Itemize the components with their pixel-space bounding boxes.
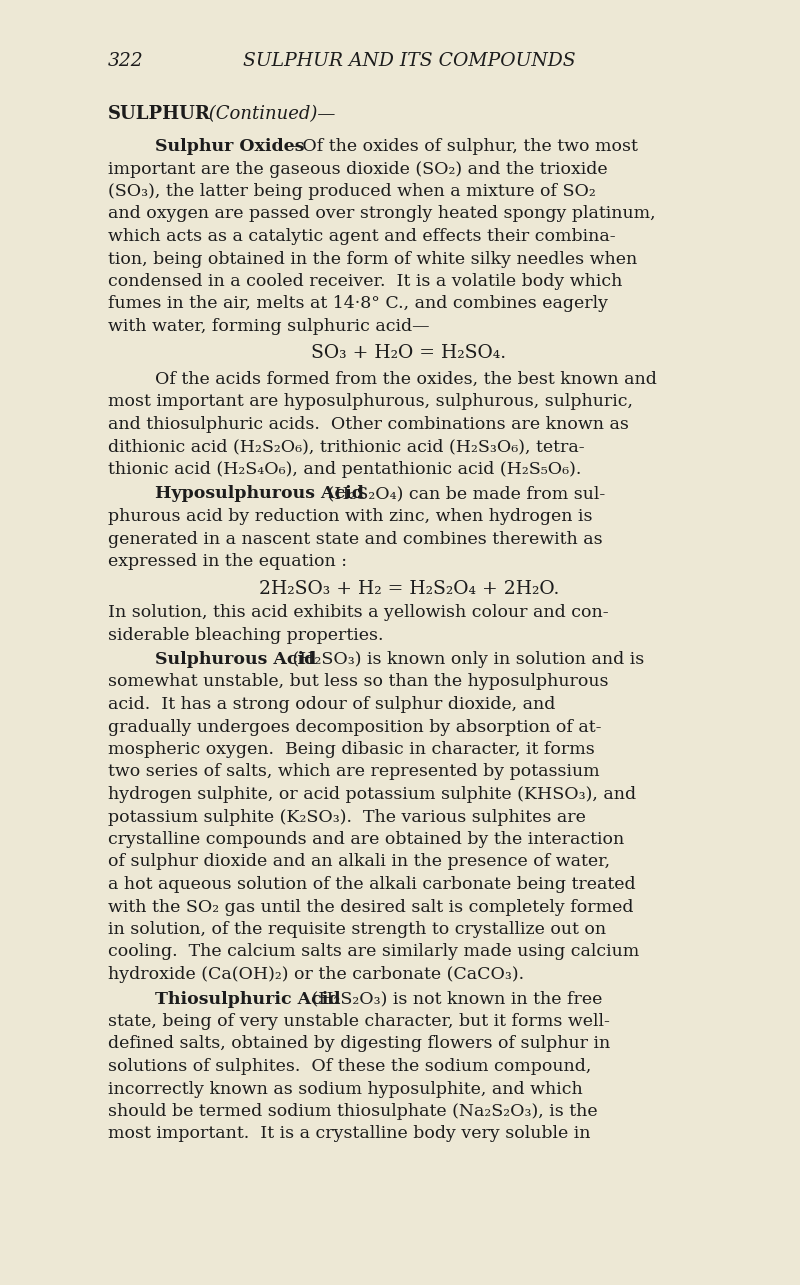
Text: with the SO₂ gas until the desired salt is completely formed: with the SO₂ gas until the desired salt … xyxy=(108,898,634,915)
Text: 322: 322 xyxy=(108,51,144,69)
Text: Hyposulphurous Acid: Hyposulphurous Acid xyxy=(155,486,364,502)
Text: Of the acids formed from the oxides, the best known and: Of the acids formed from the oxides, the… xyxy=(155,371,657,388)
Text: potassium sulphite (K₂SO₃).  The various sulphites are: potassium sulphite (K₂SO₃). The various … xyxy=(108,808,586,825)
Text: gradually undergoes decomposition by absorption of at-: gradually undergoes decomposition by abs… xyxy=(108,718,602,735)
Text: and oxygen are passed over strongly heated spongy platinum,: and oxygen are passed over strongly heat… xyxy=(108,206,656,222)
Text: SO₃ + H₂O = H₂SO₄.: SO₃ + H₂O = H₂SO₄. xyxy=(311,344,506,362)
Text: in solution, of the requisite strength to crystallize out on: in solution, of the requisite strength t… xyxy=(108,921,606,938)
Text: of sulphur dioxide and an alkali in the presence of water,: of sulphur dioxide and an alkali in the … xyxy=(108,853,610,870)
Text: two series of salts, which are represented by potassium: two series of salts, which are represent… xyxy=(108,763,600,780)
Text: defined salts, obtained by digesting flowers of sulphur in: defined salts, obtained by digesting flo… xyxy=(108,1036,610,1052)
Text: crystalline compounds and are obtained by the interaction: crystalline compounds and are obtained b… xyxy=(108,831,624,848)
Text: (Continued)—: (Continued)— xyxy=(203,105,335,123)
Text: most important are hyposulphurous, sulphurous, sulphuric,: most important are hyposulphurous, sulph… xyxy=(108,393,633,410)
Text: incorrectly known as sodium hyposulphite, and which: incorrectly known as sodium hyposulphite… xyxy=(108,1081,582,1097)
Text: dithionic acid (H₂S₂O₆), trithionic acid (H₂S₃O₆), tetra-: dithionic acid (H₂S₂O₆), trithionic acid… xyxy=(108,438,585,455)
Text: 2H₂SO₃ + H₂ = H₂S₂O₄ + 2H₂O.: 2H₂SO₃ + H₂ = H₂S₂O₄ + 2H₂O. xyxy=(259,580,559,598)
Text: In solution, this acid exhibits a yellowish colour and con-: In solution, this acid exhibits a yellow… xyxy=(108,604,609,621)
Text: siderable bleaching properties.: siderable bleaching properties. xyxy=(108,627,383,644)
Text: hydrogen sulphite, or acid potassium sulphite (KHSO₃), and: hydrogen sulphite, or acid potassium sul… xyxy=(108,786,636,803)
Text: and thiosulphuric acids.  Other combinations are known as: and thiosulphuric acids. Other combinati… xyxy=(108,416,629,433)
Text: tion, being obtained in the form of white silky needles when: tion, being obtained in the form of whit… xyxy=(108,251,638,267)
Text: Sulphurous Acid: Sulphurous Acid xyxy=(155,651,316,668)
Text: which acts as a catalytic agent and effects their combina-: which acts as a catalytic agent and effe… xyxy=(108,227,616,245)
Text: Sulphur Oxides: Sulphur Oxides xyxy=(155,137,305,155)
Text: should be termed sodium thiosulphate (Na₂S₂O₃), is the: should be termed sodium thiosulphate (Na… xyxy=(108,1103,598,1121)
Text: cooling.  The calcium salts are similarly made using calcium: cooling. The calcium salts are similarly… xyxy=(108,943,639,960)
Text: thionic acid (H₂S₄O₆), and pentathionic acid (H₂S₅O₆).: thionic acid (H₂S₄O₆), and pentathionic … xyxy=(108,461,582,478)
Text: acid.  It has a strong odour of sulphur dioxide, and: acid. It has a strong odour of sulphur d… xyxy=(108,696,555,713)
Text: solutions of sulphites.  Of these the sodium compound,: solutions of sulphites. Of these the sod… xyxy=(108,1058,591,1076)
Text: a hot aqueous solution of the alkali carbonate being treated: a hot aqueous solution of the alkali car… xyxy=(108,876,636,893)
Text: Thiosulphuric Acid: Thiosulphuric Acid xyxy=(155,991,341,1007)
Text: (H₂S₂O₄) can be made from sul-: (H₂S₂O₄) can be made from sul- xyxy=(322,486,606,502)
Text: (H₂S₂O₃) is not known in the free: (H₂S₂O₃) is not known in the free xyxy=(306,991,602,1007)
Text: condensed in a cooled receiver.  It is a volatile body which: condensed in a cooled receiver. It is a … xyxy=(108,272,622,290)
Text: somewhat unstable, but less so than the hyposulphurous: somewhat unstable, but less so than the … xyxy=(108,673,609,690)
Text: (SO₃), the latter being produced when a mixture of SO₂: (SO₃), the latter being produced when a … xyxy=(108,182,596,200)
Text: state, being of very unstable character, but it forms well-: state, being of very unstable character,… xyxy=(108,1013,610,1031)
Text: SULPHUR: SULPHUR xyxy=(108,105,211,123)
Text: with water, forming sulphuric acid—: with water, forming sulphuric acid— xyxy=(108,317,430,335)
Text: expressed in the equation :: expressed in the equation : xyxy=(108,553,347,571)
Text: mospheric oxygen.  Being dibasic in character, it forms: mospheric oxygen. Being dibasic in chara… xyxy=(108,741,594,758)
Text: fumes in the air, melts at 14·8° C., and combines eagerly: fumes in the air, melts at 14·8° C., and… xyxy=(108,296,608,312)
Text: hydroxide (Ca(OH)₂) or the carbonate (CaCO₃).: hydroxide (Ca(OH)₂) or the carbonate (Ca… xyxy=(108,966,524,983)
Text: SULPHUR AND ITS COMPOUNDS: SULPHUR AND ITS COMPOUNDS xyxy=(242,51,575,69)
Text: generated in a nascent state and combines therewith as: generated in a nascent state and combine… xyxy=(108,531,602,547)
Text: important are the gaseous dioxide (SO₂) and the trioxide: important are the gaseous dioxide (SO₂) … xyxy=(108,161,608,177)
Text: most important.  It is a crystalline body very soluble in: most important. It is a crystalline body… xyxy=(108,1126,590,1142)
Text: (H₂SO₃) is known only in solution and is: (H₂SO₃) is known only in solution and is xyxy=(287,651,644,668)
Text: —Of the oxides of sulphur, the two most: —Of the oxides of sulphur, the two most xyxy=(285,137,638,155)
Text: phurous acid by reduction with zinc, when hydrogen is: phurous acid by reduction with zinc, whe… xyxy=(108,508,593,526)
